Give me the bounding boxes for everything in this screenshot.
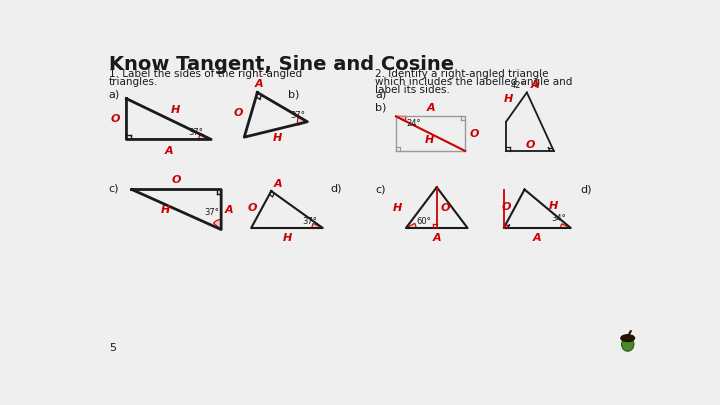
Text: A: A <box>255 79 264 90</box>
Text: 60°: 60° <box>416 217 431 226</box>
Text: triangles.: triangles. <box>109 77 158 87</box>
Ellipse shape <box>621 335 634 341</box>
Text: A: A <box>225 205 233 215</box>
Text: O: O <box>233 108 243 118</box>
Text: H: H <box>282 233 292 243</box>
Wedge shape <box>406 223 416 228</box>
Text: O: O <box>172 175 181 185</box>
Text: H: H <box>171 105 179 115</box>
Text: which includes the labelled angle and: which includes the labelled angle and <box>375 77 572 87</box>
Text: A: A <box>426 102 435 113</box>
Text: a): a) <box>109 90 120 99</box>
Text: 37°: 37° <box>204 208 219 217</box>
Text: A: A <box>531 80 539 90</box>
Wedge shape <box>396 116 406 121</box>
Text: 2. Identify a right-angled triangle: 2. Identify a right-angled triangle <box>375 69 549 79</box>
Text: Know Tangent, Sine and Cosine: Know Tangent, Sine and Cosine <box>109 55 454 74</box>
Text: O: O <box>502 202 511 212</box>
Text: c): c) <box>375 185 386 195</box>
Text: A: A <box>433 233 441 243</box>
Text: d): d) <box>581 185 593 195</box>
Text: a): a) <box>375 90 387 99</box>
Text: O: O <box>441 202 450 213</box>
Wedge shape <box>199 133 211 139</box>
Wedge shape <box>214 220 221 230</box>
Text: A: A <box>533 233 541 243</box>
Wedge shape <box>312 224 323 228</box>
Text: O: O <box>469 129 479 139</box>
Text: H: H <box>273 132 282 143</box>
Text: 37°: 37° <box>188 128 203 137</box>
Text: 34°: 34° <box>552 214 566 224</box>
Text: O: O <box>248 203 257 213</box>
Text: 37°: 37° <box>303 217 318 226</box>
Text: H: H <box>549 201 559 211</box>
Text: A: A <box>164 146 173 156</box>
Text: H: H <box>424 135 433 145</box>
Text: H: H <box>161 205 171 215</box>
Text: 37°: 37° <box>290 111 305 120</box>
Text: label its sides.: label its sides. <box>375 85 450 95</box>
Text: H: H <box>393 202 402 213</box>
Wedge shape <box>297 117 307 125</box>
Text: 5: 5 <box>109 343 116 353</box>
Text: H: H <box>503 94 513 104</box>
Text: b): b) <box>288 90 300 99</box>
Text: 1. Label the sides of the right-angled: 1. Label the sides of the right-angled <box>109 69 302 79</box>
Text: O: O <box>525 140 535 150</box>
Text: d): d) <box>330 183 342 193</box>
Text: 42°: 42° <box>510 81 526 90</box>
Text: A: A <box>274 179 282 189</box>
Text: b): b) <box>375 102 387 113</box>
Text: 24°: 24° <box>406 119 420 128</box>
Wedge shape <box>561 224 571 228</box>
Text: O: O <box>111 114 120 124</box>
Ellipse shape <box>621 337 634 351</box>
Text: c): c) <box>109 183 120 193</box>
